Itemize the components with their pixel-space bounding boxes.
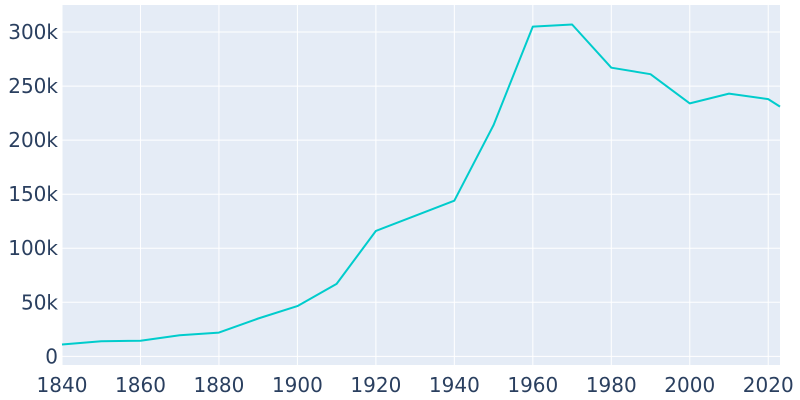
population-line-series-0 (61, 23, 781, 346)
x-gridlines (61, 5, 769, 365)
series-layer (61, 23, 781, 346)
y-tick-label-0: 0 (45, 344, 58, 368)
y-tick-label-300k: 300k (8, 20, 58, 44)
x-tick-label-1840: 1840 (37, 373, 88, 397)
x-tick-label-2000: 2000 (664, 373, 715, 397)
x-tick-label-1980: 1980 (586, 373, 637, 397)
x-tick-label-2020: 2020 (743, 373, 794, 397)
y-gridlines (62, 31, 780, 357)
y-tick-label-200k: 200k (8, 128, 58, 152)
x-tick-label-1920: 1920 (350, 373, 401, 397)
x-tick-label-1900: 1900 (272, 373, 323, 397)
x-tick-label-1960: 1960 (507, 373, 558, 397)
x-tick-label-1880: 1880 (193, 373, 244, 397)
y-tick-label-100k: 100k (8, 236, 58, 260)
x-tick-label-1860: 1860 (115, 373, 166, 397)
x-axis-tick-labels: 1840 1860 1880 1900 1920 1940 1960 1980 2000 2020 (37, 373, 794, 397)
y-tick-label-250k: 250k (8, 74, 58, 98)
x-tick-label-1940: 1940 (429, 373, 480, 397)
y-axis-tick-labels: 0 50k 100k 150k 200k 250k 300k (8, 20, 58, 368)
y-tick-label-50k: 50k (21, 290, 58, 314)
plot-background (62, 5, 780, 365)
y-tick-label-150k: 150k (8, 182, 58, 206)
